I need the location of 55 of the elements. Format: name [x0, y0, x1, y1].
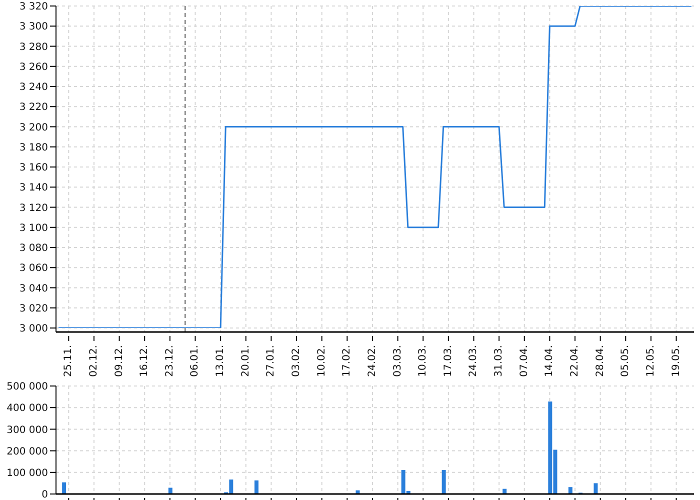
x-tick-label: 03.03.	[392, 345, 404, 377]
bar	[254, 480, 258, 494]
x-tick-label: 24.02.	[366, 345, 378, 377]
x-tick-label: 22.04.	[570, 345, 581, 377]
y-tick-label: 3 000	[19, 324, 48, 335]
y-tick-label: 3 240	[19, 82, 48, 94]
x-tick-label: 19.05.	[670, 345, 682, 377]
y-tick-label: 200 000	[6, 446, 48, 458]
x-tick-label: 17.03.	[442, 345, 454, 377]
x-tick-label: 12.05.	[645, 345, 656, 377]
y-tick-label: 3 200	[19, 122, 48, 134]
x-tick-label: 14.04.	[544, 345, 556, 377]
x-tick-label: 23.12.	[164, 345, 176, 377]
y-tick-label: 3 020	[19, 303, 48, 314]
y-tick-label: 3 040	[19, 283, 48, 294]
y-tick-label: 100 000	[6, 468, 48, 479]
x-tick-label: 16.12.	[139, 345, 150, 377]
y-tick-label: 3 160	[19, 162, 48, 174]
y-tick-label: 0	[42, 490, 48, 500]
bar	[594, 483, 598, 494]
y-tick-label: 3 320	[19, 2, 48, 13]
x-tick-label: 25.11.	[63, 345, 74, 377]
x-tick-label: 28.04.	[594, 345, 606, 377]
y-tick-label: 3 060	[19, 263, 48, 274]
x-tick-label: 10.02.	[316, 345, 328, 377]
y-tick-label: 3 260	[19, 62, 48, 73]
y-tick-label: 3 100	[19, 222, 48, 234]
x-tick-label: 31.03.	[494, 345, 505, 377]
x-tick-label: 06.01.	[190, 345, 201, 377]
y-tick-label: 3 180	[19, 142, 48, 154]
x-tick-label: 20.01.	[240, 345, 252, 377]
x-tick-label: 03.02.	[291, 345, 302, 377]
y-tick-label: 3 300	[19, 22, 48, 33]
bar	[568, 487, 572, 494]
y-tick-label: 300 000	[6, 424, 48, 436]
y-tick-label: 400 000	[6, 403, 48, 414]
x-tick-label: 17.02.	[342, 345, 353, 377]
x-tick-label: 13.01.	[215, 345, 226, 377]
y-tick-label: 3 120	[19, 202, 48, 214]
bar	[62, 482, 66, 494]
bar	[168, 488, 172, 494]
x-tick-label: 27.01.	[266, 345, 277, 377]
y-tick-label: 3 220	[19, 102, 48, 114]
x-tick-label: 10.03.	[418, 345, 429, 377]
x-tick-label: 07.04.	[518, 345, 530, 377]
x-tick-label: 05.05.	[620, 345, 632, 377]
y-tick-label: 500 000	[6, 382, 48, 393]
x-tick-label: 02.12.	[88, 345, 100, 377]
y-tick-label: 3 080	[19, 243, 48, 254]
bar	[442, 470, 446, 494]
x-tick-label: 24.03.	[468, 345, 480, 377]
x-tick-label: 09.12.	[114, 345, 125, 377]
y-tick-label: 3 140	[19, 182, 48, 194]
line-series	[58, 6, 692, 328]
y-tick-label: 3 280	[19, 42, 48, 53]
